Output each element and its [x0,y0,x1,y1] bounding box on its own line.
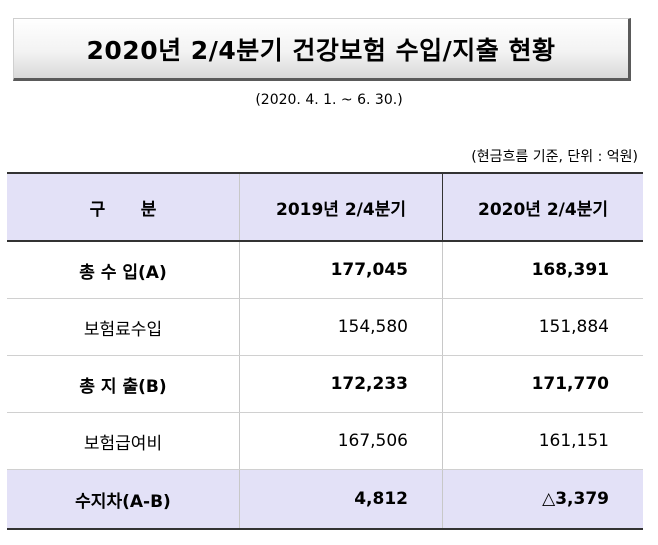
cell-benefit-expense-2020: 161,151 [442,412,643,470]
cell-premium-income-2020: 151,884 [442,298,643,356]
table-row: 보험료수입 154,580 151,884 [7,298,643,356]
row-label-balance: 수지차(A-B) [7,469,240,530]
row-label-premium-income: 보험료수입 [7,298,240,356]
cell-total-expense-2020: 171,770 [442,355,643,413]
cell-premium-income-2019: 154,580 [239,298,443,356]
title-box: 2020년 2/4분기 건강보험 수입/지출 현황 [13,18,631,81]
header-category: 구 분 [7,172,240,242]
header-2020: 2020년 2/4분기 [442,172,643,242]
table-row: 총 지 출(B) 172,233 171,770 [7,355,643,413]
header-2019: 2019년 2/4분기 [239,172,443,242]
row-label-total-income: 총 수 입(A) [7,241,240,299]
table-row: 총 수 입(A) 177,045 168,391 [7,241,643,299]
finance-table: 구 분 2019년 2/4분기 2020년 2/4분기 총 수 입(A) 177… [7,172,643,530]
row-label-total-expense: 총 지 출(B) [7,355,240,413]
cell-total-income-2019: 177,045 [239,241,443,299]
page-title: 2020년 2/4분기 건강보험 수입/지출 현황 [86,35,556,65]
unit-note: (현금흐름 기준, 단위 : 억원) [471,149,638,165]
row-label-benefit-expense: 보험급여비 [7,412,240,470]
cell-total-income-2020: 168,391 [442,241,643,299]
cell-balance-2019: 4,812 [239,469,443,530]
cell-benefit-expense-2019: 167,506 [239,412,443,470]
cell-balance-2020: △3,379 [442,469,643,530]
period-text: (2020. 4. 1. ~ 6. 30.) [255,92,403,108]
table-row: 수지차(A-B) 4,812 △3,379 [7,469,643,530]
cell-total-expense-2019: 172,233 [239,355,443,413]
table-row: 보험급여비 167,506 161,151 [7,412,643,470]
table-header-row: 구 분 2019년 2/4분기 2020년 2/4분기 [7,172,643,242]
